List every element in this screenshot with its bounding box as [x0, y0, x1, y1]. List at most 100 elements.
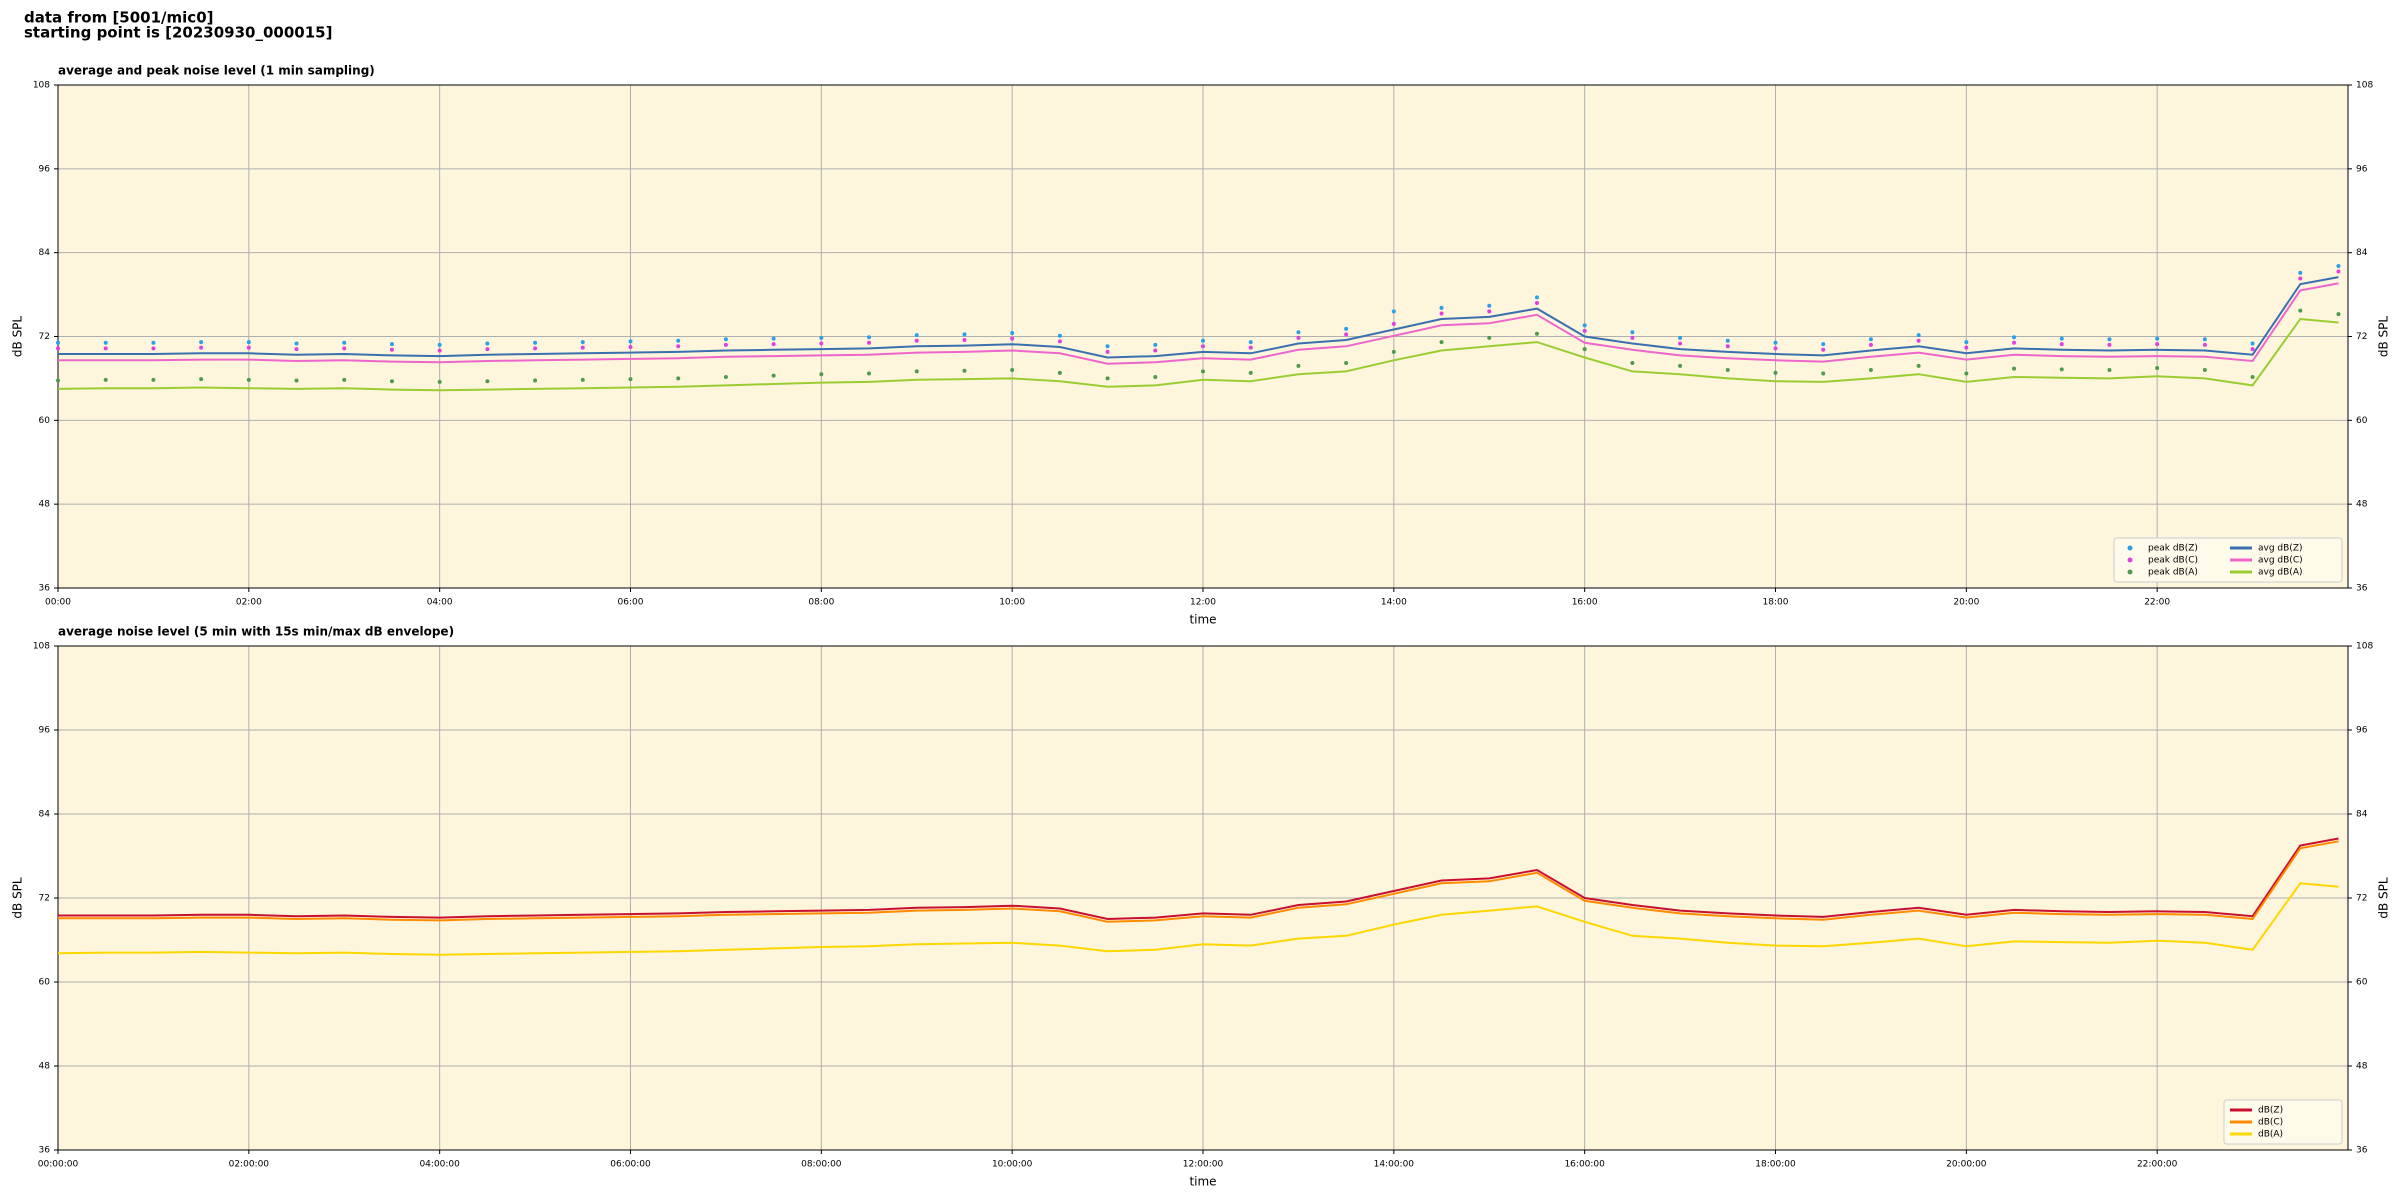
data-point: [723, 337, 728, 342]
legend-label: dB(A): [2258, 1130, 2283, 1140]
x-tick-label: 12:00:00: [1183, 1160, 1224, 1170]
x-tick-label: 20:00:00: [1946, 1160, 1987, 1170]
data-point: [294, 341, 299, 346]
data-point: [819, 372, 824, 377]
data-point: [1773, 340, 1778, 345]
data-line: [58, 276, 2339, 359]
data-point: [2336, 269, 2341, 274]
data-point: [819, 335, 824, 340]
legend-label: peak dB(Z): [2148, 544, 2198, 554]
data-point: [1105, 344, 1110, 349]
x-tick-label: 10:00: [999, 598, 1025, 608]
data-point: [1916, 363, 1921, 368]
y-tick-label: 84: [39, 810, 51, 820]
y-tick-label: 60: [39, 978, 51, 988]
data-point: [1248, 340, 1253, 345]
data-point: [771, 342, 776, 347]
x-tick-label: 08:00:00: [801, 1160, 842, 1170]
data-line: [58, 837, 2339, 921]
data-point: [676, 338, 681, 343]
data-point: [1201, 338, 1205, 343]
data-point: [294, 347, 299, 352]
data-point: [1964, 345, 1969, 350]
data-point: [389, 379, 394, 384]
legend-label: peak dB(C): [2148, 556, 2198, 566]
data-point: [199, 345, 204, 350]
data-point: [914, 338, 919, 343]
y-tick-label: 108: [2356, 642, 2373, 652]
y-tick-label: 48: [39, 1062, 51, 1072]
data-point: [1630, 335, 1635, 340]
data-point: [2012, 366, 2017, 371]
data-point: [2107, 342, 2112, 347]
data-point: [2250, 347, 2255, 352]
data-point: [151, 346, 156, 351]
data-point: [1725, 344, 1730, 349]
data-point: [1534, 331, 1539, 336]
data-point: [2202, 337, 2207, 342]
data-line: [58, 840, 2339, 923]
data-point: [867, 335, 872, 340]
y-tick-label: 84: [2356, 248, 2368, 258]
data-point: [56, 340, 60, 345]
y-tick-label: 48: [2356, 500, 2368, 510]
data-point: [1344, 326, 1349, 331]
data-point: [580, 345, 585, 350]
y-tick-label: 48: [2356, 1062, 2368, 1072]
data-point: [1439, 305, 1444, 310]
data-point: [2155, 365, 2160, 370]
data-point: [342, 346, 347, 351]
x-tick-label: 06:00:00: [610, 1160, 651, 1170]
data-point: [1153, 375, 1158, 380]
legend-label: peak dB(A): [2148, 568, 2198, 578]
data-point: [914, 369, 919, 374]
data-point: [103, 340, 108, 345]
data-point: [1916, 338, 1921, 343]
data-point: [1534, 300, 1539, 305]
data-point: [819, 341, 824, 346]
x-axis-label: time: [1189, 613, 1216, 627]
data-point: [2202, 368, 2207, 373]
x-tick-label: 14:00:00: [1374, 1160, 1415, 1170]
y-axis-label: dB SPL: [11, 877, 25, 919]
x-tick-label: 10:00:00: [992, 1160, 1033, 1170]
data-point: [1630, 361, 1635, 366]
data-point: [628, 377, 633, 382]
data-point: [342, 377, 347, 382]
data-point: [342, 340, 347, 345]
data-point: [1296, 335, 1301, 340]
y-tick-label: 96: [39, 726, 51, 736]
y-tick-label: 36: [2356, 584, 2368, 594]
y-tick-label: 96: [2356, 164, 2368, 174]
data-point: [2202, 342, 2207, 347]
legend: [2223, 1099, 2343, 1145]
data-point: [867, 371, 872, 376]
x-tick-label: 00:00: [45, 598, 71, 608]
data-point: [723, 375, 728, 380]
data-point: [1201, 344, 1205, 349]
data-point: [2155, 336, 2160, 341]
data-point: [1821, 342, 1826, 347]
data-point: [56, 346, 60, 351]
data-point: [151, 377, 156, 382]
data-point: [1487, 335, 1492, 340]
data-point: [1582, 323, 1587, 328]
data-point: [1964, 371, 1969, 376]
data-point: [1010, 331, 1015, 336]
legend-label: dB(C): [2258, 1118, 2283, 1128]
y-tick-label: 72: [2356, 894, 2367, 904]
legend-label: dB(Z): [2258, 1106, 2283, 1116]
y-tick-label: 96: [2356, 726, 2368, 736]
y-tick-label: 84: [39, 248, 51, 258]
x-tick-label: 02:00:00: [229, 1160, 270, 1170]
data-point: [1296, 330, 1301, 335]
data-point: [246, 345, 251, 350]
y-tick-label: 48: [39, 500, 51, 510]
data-point: [676, 376, 681, 381]
data-point: [1534, 295, 1539, 300]
data-point: [1105, 349, 1110, 354]
header-line: data from [5001/mic0]: [24, 9, 214, 27]
x-axis-label: time: [1189, 1175, 1216, 1189]
x-tick-label: 18:00:00: [1755, 1160, 1796, 1170]
